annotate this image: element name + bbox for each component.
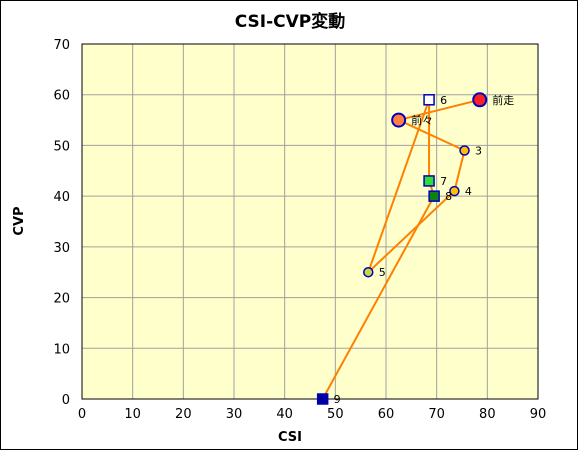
x-tick-label: 80 (479, 407, 496, 422)
trajectory-segment (453, 150, 466, 192)
data-point-前走 (472, 92, 488, 108)
point-label-前走: 前走 (492, 93, 514, 107)
y-tick-labels: 0 10 20 30 40 50 60 70 (53, 38, 70, 408)
x-tick-label: 50 (327, 407, 344, 422)
point-label-8: 8 (445, 190, 452, 203)
y-tick-label: 0 (62, 393, 70, 408)
point-label-5: 5 (379, 266, 386, 279)
trajectory-segment (398, 98, 480, 122)
trajectory-segment (398, 119, 465, 152)
data-point-6 (423, 94, 435, 106)
point-label-6: 6 (440, 94, 447, 107)
data-point-前々 (391, 112, 407, 128)
y-tick-label: 20 (53, 292, 70, 307)
x-axis-title: CSI (278, 430, 302, 445)
x-tick-label: 10 (124, 407, 141, 422)
data-point-7 (423, 175, 435, 187)
x-tick-label: 90 (530, 407, 547, 422)
x-tick-label: 60 (378, 407, 395, 422)
y-tick-label: 50 (53, 139, 70, 154)
x-tick-label: 20 (175, 407, 192, 422)
trajectory-segment (367, 190, 456, 273)
y-tick-label: 30 (53, 241, 70, 256)
point-label-3: 3 (475, 145, 482, 158)
data-markers (316, 92, 488, 405)
plot-border (81, 43, 539, 400)
x-tick-label: 30 (226, 407, 243, 422)
point-label-前々: 前々 (411, 113, 433, 127)
x-tick-label: 70 (428, 407, 445, 422)
trajectory-segment (321, 195, 436, 400)
x-tick-label: 40 (276, 407, 293, 422)
y-tick-label: 60 (53, 89, 70, 104)
y-axis-title: CVP (12, 206, 27, 235)
y-tick-label: 70 (53, 38, 70, 53)
y-tick-label: 10 (53, 342, 70, 357)
data-point-4 (449, 185, 460, 197)
trajectory-line (321, 98, 480, 400)
plot-area (82, 44, 538, 399)
point-label-7: 7 (440, 175, 447, 188)
data-point-9 (316, 393, 329, 405)
chart-title: CSI-CVP変動 (235, 11, 346, 32)
x-tick-labels: 0 10 20 30 40 50 60 70 80 90 (78, 407, 546, 422)
data-point-8 (428, 190, 440, 202)
point-label-9: 9 (334, 393, 341, 406)
point-label-4: 4 (465, 185, 472, 198)
data-point-5 (363, 266, 374, 278)
y-tick-label: 40 (53, 190, 70, 205)
data-point-3 (459, 145, 470, 156)
x-tick-label: 0 (78, 407, 86, 422)
